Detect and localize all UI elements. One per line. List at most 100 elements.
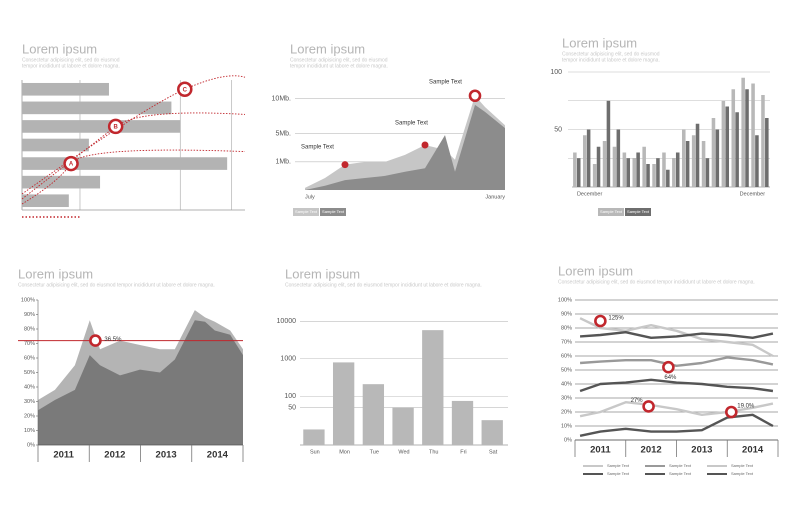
- bar: [22, 175, 101, 189]
- trend-curve: [21, 112, 246, 200]
- annotation-label: B: [113, 125, 118, 131]
- legend-label: Sample Text: [600, 209, 623, 214]
- y-tick-label: 60%: [24, 355, 35, 361]
- annotation-label: C: [183, 87, 188, 93]
- x-tick-label: Mon: [339, 449, 350, 455]
- bar: [22, 157, 228, 170]
- bar: [626, 158, 631, 187]
- line: [579, 356, 774, 367]
- panel-subtitle: tempor incididunt ut labore et dolore ma…: [22, 63, 120, 69]
- bar: [632, 158, 637, 187]
- area: [305, 95, 505, 190]
- y-tick-label: 0%: [27, 442, 35, 448]
- y-tick-label: 10%: [24, 428, 35, 434]
- y-tick-label: 90%: [561, 311, 572, 317]
- annotation-marker: [63, 155, 79, 172]
- legend-label: Sample Text: [731, 471, 754, 476]
- annotation-marker: [725, 405, 738, 419]
- y-tick-label: 30%: [24, 399, 35, 405]
- area: [305, 104, 505, 190]
- annotation-label: 64%: [664, 375, 677, 381]
- y-tick-label: 10%: [561, 423, 572, 429]
- bar: [616, 129, 621, 187]
- legend-swatch: [293, 208, 319, 216]
- legend-label: Sample Text: [669, 471, 692, 476]
- x-tick-label: Wed: [398, 449, 409, 455]
- panel-subtitle: Consectetur adipisicing elit, sed do eiu…: [558, 279, 755, 285]
- bar: [662, 152, 666, 187]
- x-tick-label: Fri: [460, 449, 466, 455]
- y-tick-label: 0%: [564, 437, 572, 443]
- annotation-marker: [177, 81, 193, 98]
- bar: [582, 135, 587, 187]
- bar: [731, 89, 736, 187]
- x-tick-label: 2013: [691, 445, 712, 456]
- bar: [303, 429, 325, 445]
- bar: [691, 135, 696, 187]
- bar: [646, 164, 650, 187]
- x-tick-label: December: [740, 191, 766, 197]
- bar: [22, 138, 89, 152]
- annotation-label: Sample Text: [301, 144, 334, 150]
- annotation-label: A: [69, 162, 74, 168]
- x-tick-label: July: [305, 194, 315, 200]
- bar: [685, 141, 690, 187]
- bar: [576, 158, 581, 187]
- bar: [451, 400, 474, 445]
- x-tick-label: Tue: [370, 449, 379, 455]
- y-tick-label: 50: [288, 404, 296, 411]
- annotation-label: Sample Text: [395, 121, 428, 127]
- bar: [586, 129, 591, 187]
- bar: [612, 146, 617, 187]
- line: [579, 378, 774, 393]
- y-tick-label: 10000: [277, 318, 297, 325]
- bar: [652, 164, 656, 187]
- bar: [642, 146, 646, 187]
- y-tick-label: 40%: [24, 384, 35, 390]
- annotation-label: 27%: [631, 398, 644, 404]
- y-tick-label: 1000: [280, 356, 296, 363]
- y-tick-label: 70%: [24, 341, 35, 347]
- bar: [741, 77, 745, 187]
- area: [38, 320, 243, 445]
- y-tick-label: 100: [550, 69, 562, 76]
- y-tick-label: 10Mb.: [272, 95, 292, 102]
- bar: [602, 141, 607, 187]
- bar: [636, 152, 640, 187]
- bar: [755, 135, 759, 187]
- panel-subtitle: Consectetur adipisicing elit, sed do eiu…: [18, 282, 215, 288]
- panel-subtitle: Consectetur adipisicing elit, sed do eiu…: [285, 282, 482, 288]
- bar: [362, 384, 385, 445]
- annotation-marker: [468, 89, 482, 103]
- line: [579, 413, 774, 437]
- bar: [606, 100, 611, 187]
- annotation-marker: [341, 161, 349, 169]
- bar: [656, 158, 660, 187]
- y-tick-label: 40%: [561, 381, 572, 387]
- x-tick-label: December: [577, 191, 603, 197]
- y-tick-label: 30%: [561, 395, 572, 401]
- bar: [701, 141, 706, 187]
- panel-title: Lorem ipsum: [22, 41, 97, 56]
- y-tick-label: 80%: [24, 326, 35, 332]
- y-tick-label: 100: [284, 393, 296, 400]
- y-tick-label: 80%: [561, 325, 572, 331]
- bar: [721, 100, 726, 187]
- bar: [596, 146, 601, 187]
- legend-label: Sample Text: [669, 463, 692, 468]
- y-tick-label: 90%: [24, 312, 35, 318]
- bar: [622, 152, 627, 187]
- bar: [22, 194, 69, 208]
- bar: [745, 89, 749, 187]
- y-tick-label: 50: [554, 126, 562, 133]
- y-tick-label: 50%: [24, 370, 35, 376]
- bar: [681, 129, 686, 187]
- y-tick-label: 50%: [561, 367, 572, 373]
- annotation-marker: [642, 400, 655, 413]
- x-tick-label: Thu: [429, 449, 438, 455]
- y-tick-label: 1Mb.: [275, 159, 291, 166]
- x-tick-label: Sat: [489, 449, 498, 455]
- x-tick-label: 2013: [156, 450, 177, 461]
- panel-subtitle: tempor incididunt ut labore et dolore ma…: [290, 63, 388, 69]
- bar: [22, 120, 181, 133]
